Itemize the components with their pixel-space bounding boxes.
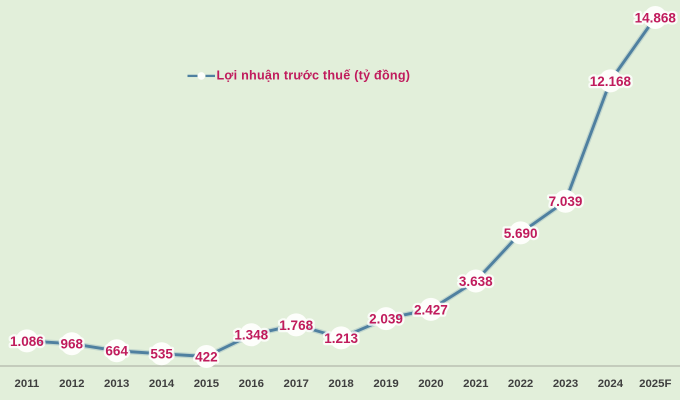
svg-text:2020: 2020 xyxy=(418,378,443,390)
svg-text:1.768: 1.768 xyxy=(279,318,313,333)
svg-text:2.427: 2.427 xyxy=(414,302,448,317)
svg-text:2022: 2022 xyxy=(508,378,533,390)
svg-text:968: 968 xyxy=(61,337,84,352)
svg-text:5.690: 5.690 xyxy=(504,226,538,241)
svg-text:2017: 2017 xyxy=(284,378,309,390)
svg-text:2018: 2018 xyxy=(328,378,353,390)
svg-text:2016: 2016 xyxy=(239,378,264,390)
svg-text:2024: 2024 xyxy=(598,378,624,390)
svg-text:3.638: 3.638 xyxy=(459,274,493,289)
svg-text:2015: 2015 xyxy=(194,378,220,390)
svg-text:2011: 2011 xyxy=(15,378,40,390)
svg-text:2012: 2012 xyxy=(59,378,84,390)
svg-text:535: 535 xyxy=(150,347,173,362)
svg-text:12.168: 12.168 xyxy=(590,74,632,89)
svg-text:1.213: 1.213 xyxy=(324,331,358,346)
svg-text:2019: 2019 xyxy=(373,378,398,390)
svg-text:2013: 2013 xyxy=(104,378,129,390)
svg-text:2.039: 2.039 xyxy=(369,312,403,327)
svg-text:2023: 2023 xyxy=(553,378,578,390)
svg-text:664: 664 xyxy=(105,344,128,359)
svg-text:1.348: 1.348 xyxy=(234,328,268,343)
svg-text:14.868: 14.868 xyxy=(635,10,677,25)
svg-text:2014: 2014 xyxy=(149,378,175,390)
svg-text:1.086: 1.086 xyxy=(10,334,44,349)
svg-text:7.039: 7.039 xyxy=(549,194,583,209)
svg-text:Lợi nhuận trước thuế (tỷ đồng): Lợi nhuận trước thuế (tỷ đồng) xyxy=(217,68,411,82)
svg-text:422: 422 xyxy=(195,349,218,364)
svg-text:2021: 2021 xyxy=(463,378,489,390)
svg-text:2025F: 2025F xyxy=(639,378,671,390)
